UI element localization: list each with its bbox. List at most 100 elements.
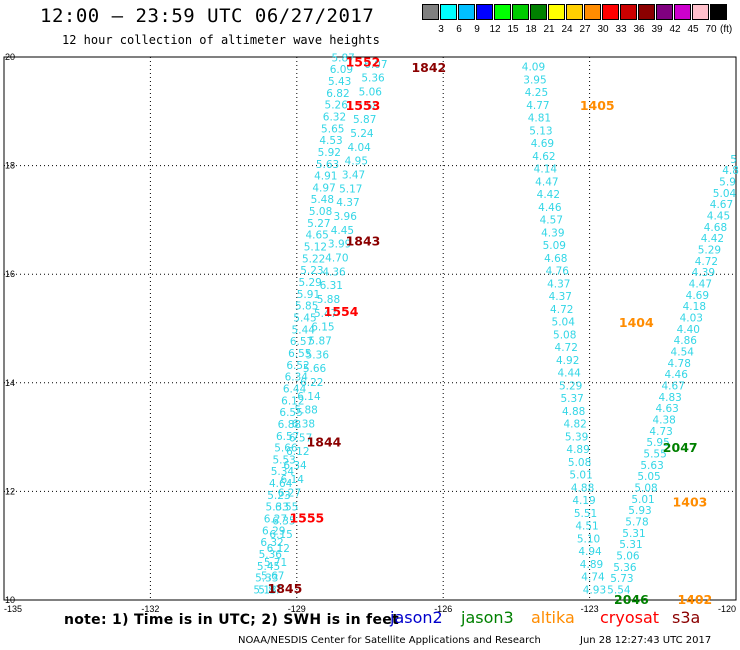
wave-height-value: 5.29 — [698, 245, 721, 257]
wave-height-value: 4.47 — [689, 279, 712, 291]
wave-height-value: 4.69 — [686, 290, 709, 302]
wave-height-value: 6.32 — [323, 111, 346, 123]
wave-height-value: 5.29 — [298, 277, 321, 289]
wave-height-value: 5.63 — [316, 159, 339, 171]
wave-height-value: 6.27 — [278, 488, 301, 500]
wave-height-value: 5.31 — [622, 528, 645, 540]
legend-label: 6 — [456, 24, 462, 35]
wave-height-value: 4.42 — [701, 233, 724, 245]
pass-time-label: 1843 — [346, 234, 381, 249]
wave-height-value: 5.78 — [625, 516, 648, 528]
wave-height-value: 6.38 — [292, 418, 315, 430]
legend-label: 18 — [525, 24, 537, 35]
wave-height-value: 4.37 — [547, 278, 570, 290]
legend-swatch — [656, 4, 673, 20]
wave-height-value: 6.57 — [290, 336, 313, 348]
lat-tick-label: 18 — [5, 161, 15, 171]
wave-height-value: 6.29 — [262, 525, 285, 537]
wave-height-value: 4.82 — [563, 419, 586, 431]
wave-height-value: 4.88 — [571, 482, 594, 494]
wave-height-value: 4.73 — [649, 426, 672, 438]
wave-height-value: 4.89 — [580, 559, 603, 571]
wave-height-value: 4.67 — [662, 381, 685, 393]
lon-tick-label: -135 — [4, 604, 22, 614]
wave-height-value: 5.88 — [294, 405, 317, 417]
wave-height-value: 4.18 — [683, 301, 706, 313]
satellite-jason3: jason3 — [461, 608, 514, 627]
lon-tick-label: -120 — [718, 604, 736, 614]
wave-height-value: 4.40 — [677, 324, 700, 336]
wave-height-value: 6.52 — [286, 360, 309, 372]
wave-height-value: 6.31 — [320, 280, 343, 292]
wave-height-value: 4.37 — [336, 197, 359, 209]
wave-height-value: 5.88 — [317, 294, 340, 306]
wave-height-value: 5.04 — [713, 188, 737, 200]
wave-height-value: 5.53 — [272, 454, 295, 466]
satellite-jason2: jason2 — [390, 608, 443, 627]
wave-height-value: 5.39 — [565, 431, 588, 443]
wave-height-value: 5.09 — [543, 240, 566, 252]
legend-label: 9 — [474, 24, 480, 35]
wave-height-value: 3.99 — [328, 239, 351, 251]
wave-height-value: 6.35 — [272, 515, 295, 527]
wave-height-value: 5.22 — [302, 253, 325, 265]
wave-height-value: 5.12 — [304, 242, 327, 254]
legend-swatch — [440, 4, 457, 20]
wave-height-value: 4.54 — [671, 347, 695, 359]
lat-tick-label: 16 — [5, 269, 15, 279]
pass-time-label: 1554 — [324, 304, 359, 319]
legend-swatch — [422, 4, 439, 20]
lon-tick-label: -129 — [288, 604, 306, 614]
wave-height-value: 5.43 — [328, 76, 351, 88]
lat-tick-label: 20 — [5, 52, 15, 62]
wave-height-value: 5.33 — [266, 502, 289, 514]
wave-height-value: 5.36 — [613, 562, 637, 574]
legend-swatch — [710, 4, 727, 20]
wave-height-value: 6.07 — [364, 59, 387, 71]
wave-height-value: 5.66 — [303, 363, 327, 375]
wave-height-value: 5.91 — [297, 289, 320, 301]
wave-height-value: 6.57 — [276, 431, 299, 443]
wave-height-value: 4.44 — [557, 368, 581, 380]
legend-label: 45 — [687, 24, 699, 35]
wave-height-value: 4.67 — [710, 199, 733, 211]
lon-tick-label: -132 — [141, 604, 159, 614]
legend-label: 39 — [651, 24, 663, 35]
wave-height-value: 6.12 — [267, 543, 290, 555]
wave-height-value: 5.23 — [267, 490, 290, 502]
lat-tick-label: 12 — [5, 486, 15, 496]
wave-height-value: 4.97 — [312, 182, 335, 194]
wave-height-value: 4.04 — [347, 142, 371, 154]
wave-height-value: 5.73 — [610, 573, 633, 585]
wave-height-value: 4.68 — [704, 222, 727, 234]
wave-height-value: 5.54 — [607, 584, 631, 596]
wave-height-value: 6.55 — [279, 407, 302, 419]
wave-height-value: 4.19 — [572, 495, 595, 507]
legend-label: 21 — [543, 24, 555, 35]
wave-height-value: 6.82 — [326, 88, 349, 100]
legend-swatch — [620, 4, 637, 20]
wave-height-value: 5.51 — [574, 508, 597, 520]
wave-height-value: 4.45 — [331, 225, 354, 237]
wave-height-value: 4.68 — [544, 253, 567, 265]
legend-swatch — [548, 4, 565, 20]
page-subtitle: 12 hour collection of altimeter wave hei… — [62, 33, 380, 47]
wave-height-value: 5.13 — [253, 584, 276, 596]
legend-swatch — [692, 4, 709, 20]
wave-height-value: 6.12 — [281, 395, 304, 407]
wave-height-value: 5.27 — [307, 218, 330, 230]
pass-time-label: 1844 — [307, 435, 342, 450]
wave-height-value: 3.47 — [342, 170, 365, 182]
wave-height-value: 4.39 — [692, 267, 715, 279]
wave-height-value: 4.39 — [541, 227, 564, 239]
wave-height-value: 5.08 — [553, 329, 576, 341]
wave-height-value: 4.63 — [655, 403, 678, 415]
wave-height-value: 5.65 — [321, 123, 344, 135]
wave-height-value: 4.89 — [566, 444, 589, 456]
wave-height-value: 5.87 — [331, 52, 354, 64]
wave-height-value: 5.13 — [529, 125, 552, 137]
wave-height-value: 4.70 — [325, 253, 348, 265]
legend-label: 24 — [561, 24, 573, 35]
wave-height-value: 5.08 — [634, 483, 657, 495]
wave-height-value: 6.32 — [260, 537, 283, 549]
